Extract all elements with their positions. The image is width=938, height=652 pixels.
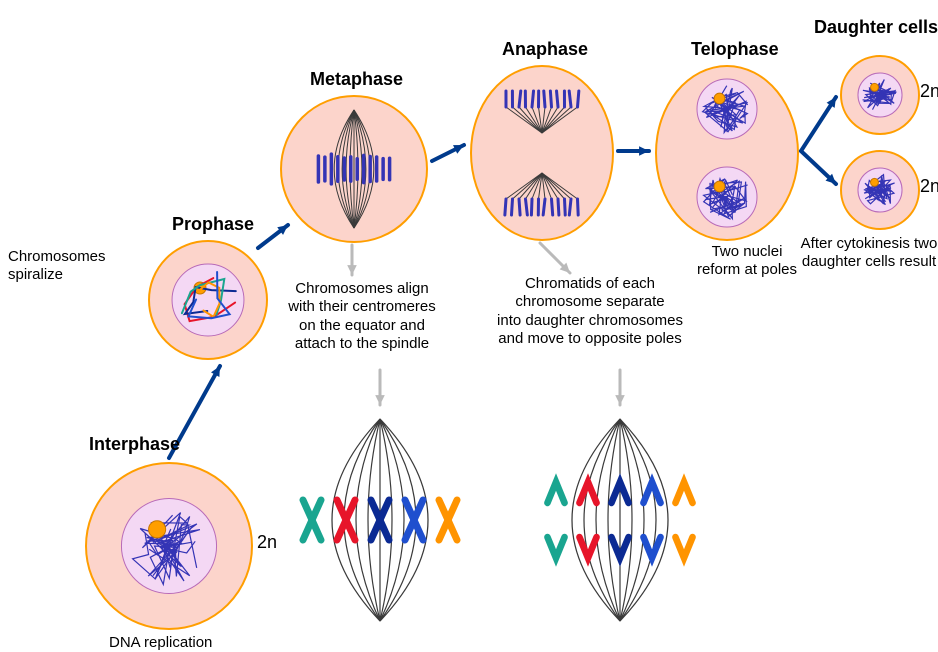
ploidy-label: 2n [920, 81, 938, 102]
phase-title: Prophase [172, 214, 254, 235]
ploidy-label: 2n [920, 176, 938, 197]
annotation: Chromatids of eachchromosome separateint… [480, 275, 700, 348]
phase-title: Metaphase [310, 69, 403, 90]
annotation: DNA replication [109, 634, 269, 652]
phase-title: Daughter cells [814, 17, 938, 38]
phase-title: Anaphase [502, 39, 588, 60]
phase-title: Telophase [691, 39, 779, 60]
ploidy-label: 2n [257, 532, 277, 553]
annotation: Chromosomes alignwith their centromereso… [272, 280, 452, 353]
phase-title: Interphase [89, 434, 180, 455]
annotation: After cytokinesis twodaughter cells resu… [800, 235, 938, 272]
annotation: Chromosomesspiralize [8, 248, 138, 285]
annotation: Two nucleireform at poles [677, 243, 817, 280]
